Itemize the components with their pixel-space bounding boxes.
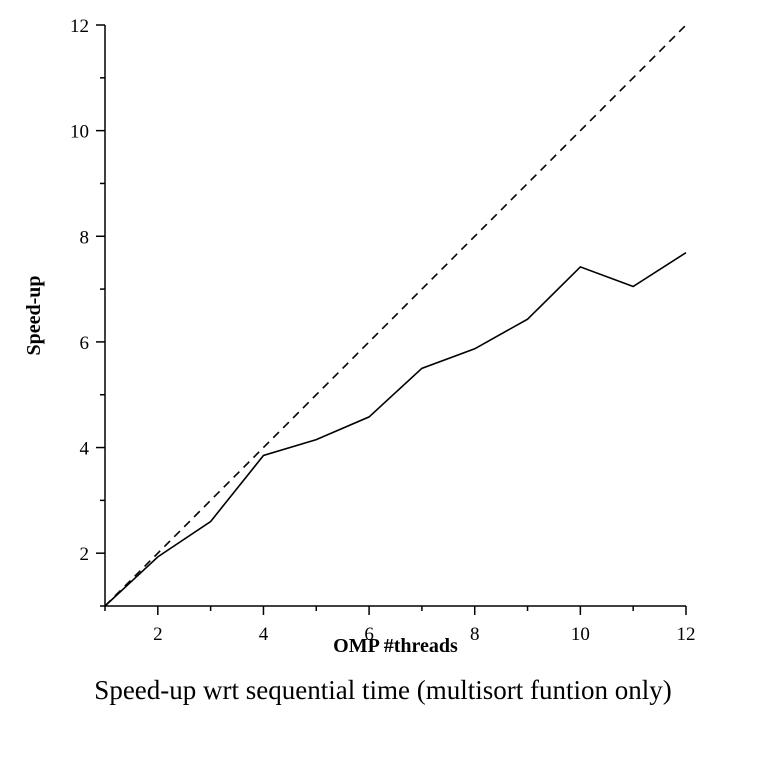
y-tick-label: 10	[70, 122, 89, 143]
y-tick-label: 4	[80, 439, 90, 460]
measured-speedup-line	[104, 251, 687, 607]
x-axis-title: OMP #threads	[333, 635, 458, 657]
x-tick-label: 8	[470, 624, 480, 645]
ideal-speedup-line	[104, 24, 687, 607]
chart-caption: Speed-up wrt sequential time (multisort …	[94, 675, 671, 705]
y-tick-label: 12	[70, 16, 89, 37]
y-tick-label: 8	[80, 227, 90, 248]
x-tick-label: 2	[153, 624, 163, 645]
y-tick-label: 6	[80, 333, 90, 354]
ticks: 2 4 6 8 10 12 2 4 6 8 10 12	[70, 16, 696, 645]
x-tick-label: 6	[364, 624, 374, 645]
axes	[104, 25, 686, 607]
y-axis-title: Speed-up	[23, 275, 45, 355]
y-tick-label: 2	[80, 544, 90, 565]
series-group	[104, 24, 687, 607]
x-tick-label: 12	[677, 624, 696, 645]
x-tick-label: 10	[571, 624, 590, 645]
x-tick-label: 4	[259, 624, 269, 645]
